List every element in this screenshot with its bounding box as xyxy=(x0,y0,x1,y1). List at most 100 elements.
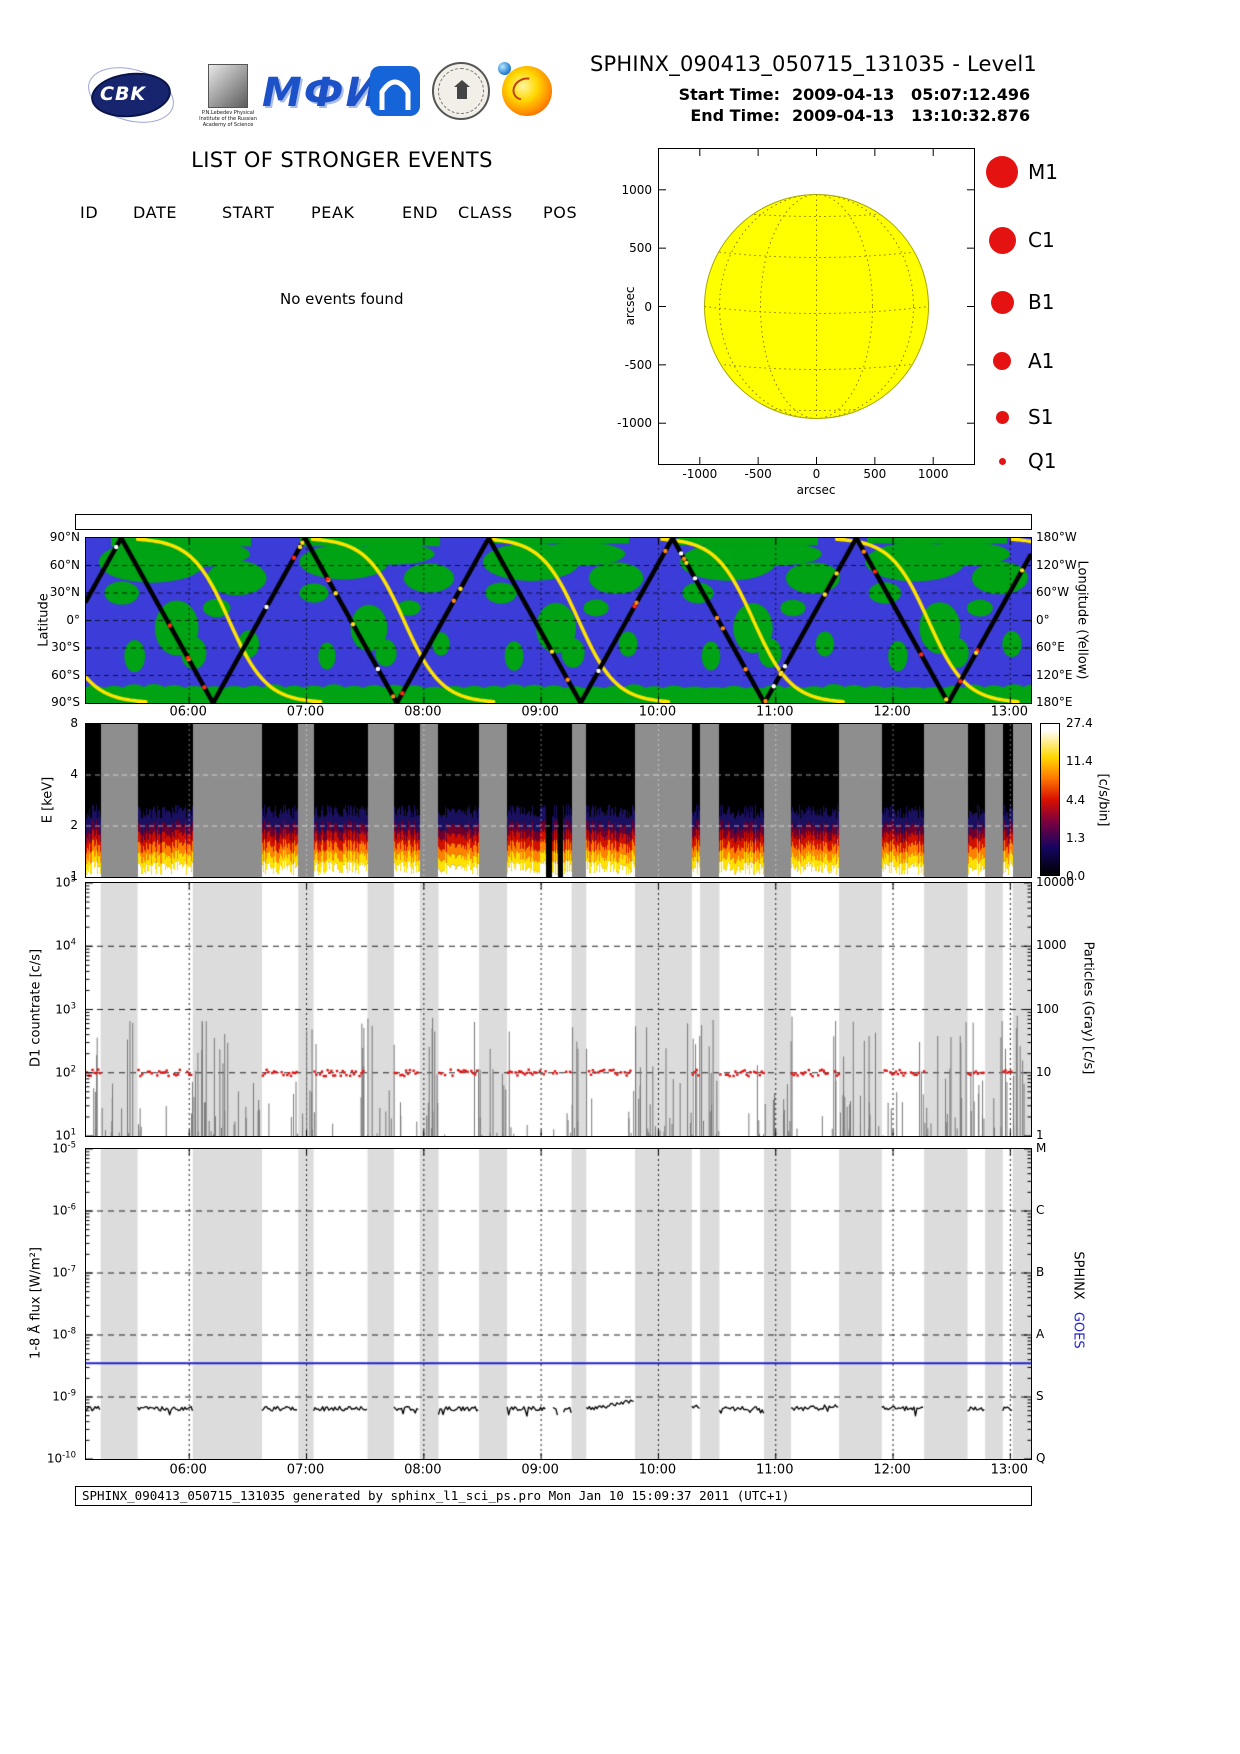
seal-roof xyxy=(454,80,470,87)
lebedev-institute-logo: P.N.Lebedev Physical Institute of the Ru… xyxy=(192,64,264,128)
d1-left-tick: 104 xyxy=(55,937,76,953)
events-col-peak: PEAK xyxy=(311,203,355,222)
sun-swirl-logo xyxy=(498,62,552,116)
legend-label-C1: C1 xyxy=(1028,228,1055,252)
flux-class-tick: C xyxy=(1036,1203,1045,1217)
map-right-axis-label: Longitude (Yellow) xyxy=(1074,560,1090,680)
flux-left-tick: 10-9 xyxy=(52,1388,76,1404)
earth-icon xyxy=(498,62,511,75)
map-lon-tick: 120°E xyxy=(1036,667,1073,682)
sun-x-axis-label: arcsec xyxy=(796,483,836,497)
time-tick-map: 09:00 xyxy=(521,704,559,720)
time-tick-map: 07:00 xyxy=(286,704,325,720)
legend-label-A1: A1 xyxy=(1028,349,1055,373)
sun-x-tick: -1000 xyxy=(682,467,718,481)
map-lat-tick: 30°N xyxy=(49,585,80,599)
events-empty-message: No events found xyxy=(280,290,404,308)
flux-y-axis-label: 1-8 Å flux [W/m²] xyxy=(28,1247,44,1359)
seal-building xyxy=(457,86,467,99)
d1-right-tick: 1000 xyxy=(1036,938,1067,953)
sun-x-tick: -500 xyxy=(744,467,772,481)
sun-y-axis-label: arcsec xyxy=(623,286,637,326)
generation-footer: SPHINX_090413_050715_131035 generated by… xyxy=(75,1486,1032,1506)
map-lat-tick: 60°N xyxy=(49,557,80,572)
map-lon-tick: 120°W xyxy=(1036,557,1077,572)
map-lon-tick: 60°E xyxy=(1036,640,1065,654)
gateway-logo xyxy=(370,66,420,116)
title-block: SPHINX_090413_050715_131035 - Level1 Sta… xyxy=(517,52,1037,126)
legend-label-S1: S1 xyxy=(1028,405,1054,429)
time-tick-flux: 10:00 xyxy=(638,1462,677,1478)
events-col-end: END xyxy=(402,203,439,222)
time-tick-map: 08:00 xyxy=(404,704,442,720)
legend-label-Q1: Q1 xyxy=(1028,449,1057,473)
start-time-value: 2009-04-13 05:07:12.496 xyxy=(792,85,1031,104)
seal-inner-ring xyxy=(438,68,484,114)
events-col-date: DATE xyxy=(133,203,178,222)
flux-left-tick: 10-8 xyxy=(52,1326,76,1342)
flux-class-tick: A xyxy=(1036,1327,1045,1341)
map-lat-tick: 90°N xyxy=(49,530,80,544)
time-tick-map: 10:00 xyxy=(638,704,677,720)
time-tick-flux: 08:00 xyxy=(404,1462,442,1478)
countrate-panel xyxy=(85,882,1032,1137)
spectrogram-colorbar xyxy=(1040,723,1060,876)
map-lon-tick: 180°E xyxy=(1036,695,1073,709)
sun-y-tick: 1000 xyxy=(621,182,652,197)
d1-left-tick: 101 xyxy=(55,1127,76,1143)
goes-series-label: GOES xyxy=(1070,1311,1086,1349)
sun-x-tick: 0 xyxy=(812,467,821,481)
time-tick-flux: 13:00 xyxy=(990,1462,1029,1478)
sun-x-tick: 500 xyxy=(863,467,887,481)
legend-marker-Q1 xyxy=(998,457,1006,465)
colorbar-tick: 0.0 xyxy=(1066,869,1086,883)
gateway-arch-icon xyxy=(379,79,411,110)
time-tick-flux: 11:00 xyxy=(756,1462,794,1478)
cbk-logo-text: CBK xyxy=(100,83,147,105)
mephi-logo: МФИ xyxy=(262,70,381,116)
d1-right-tick: 10000 xyxy=(1036,875,1075,889)
page-title: SPHINX_090413_050715_131035 - Level1 xyxy=(590,52,1037,76)
events-col-id: ID xyxy=(80,203,99,222)
d1-left-tick: 105 xyxy=(55,874,76,890)
sphinx-series-label: SPHINX xyxy=(1070,1251,1086,1300)
flux-class-tick: Q xyxy=(1036,1451,1046,1465)
flux-class-tick: B xyxy=(1036,1265,1045,1279)
sun-y-tick: -1000 xyxy=(617,416,652,431)
flux-left-tick: 10-5 xyxy=(52,1140,76,1156)
map-lon-tick: 0° xyxy=(1036,612,1050,627)
d1-y-axis-label: D1 countrate [c/s] xyxy=(28,948,44,1068)
start-time-row: Start Time: 2009-04-13 05:07:12.496 xyxy=(517,84,1037,105)
legend-marker-B1 xyxy=(990,290,1014,314)
flux-panel xyxy=(85,1148,1032,1460)
lebedev-portrait xyxy=(208,64,248,108)
colorbar-tick: 4.4 xyxy=(1066,792,1086,807)
start-time-label: Start Time: xyxy=(678,85,780,104)
spec-e-tick: 1 xyxy=(70,869,78,883)
university-seal-logo xyxy=(432,62,490,120)
sun-y-tick: 0 xyxy=(644,299,652,314)
time-tick-flux: 07:00 xyxy=(286,1462,325,1478)
map-lon-tick: 60°W xyxy=(1036,585,1070,599)
end-time-label: End Time: xyxy=(690,106,780,125)
flux-left-tick: 10-6 xyxy=(52,1202,76,1218)
end-time-value: 2009-04-13 13:10:32.876 xyxy=(792,106,1031,125)
flux-left-tick: 10-10 xyxy=(46,1450,76,1466)
flux-left-tick: 10-7 xyxy=(52,1264,76,1280)
colorbar-tick: 27.4 xyxy=(1066,716,1093,730)
flux-class-tick: M xyxy=(1036,1141,1047,1155)
events-col-start: START xyxy=(222,203,275,222)
spec-y-axis-label: E [keV] xyxy=(40,776,56,824)
end-time-row: End Time: 2009-04-13 13:10:32.876 xyxy=(517,105,1037,126)
solar-disk-plot xyxy=(658,148,975,465)
sun-y-tick: 500 xyxy=(629,241,652,256)
particles-axis-label: Particles (Gray) [c/s] xyxy=(1080,941,1096,1075)
map-lat-tick: 90°S xyxy=(51,695,80,709)
sun-y-tick: -500 xyxy=(624,357,652,372)
d1-right-tick: 100 xyxy=(1036,1001,1059,1016)
time-tick-map: 06:00 xyxy=(169,704,207,720)
sun-x-tick: 1000 xyxy=(917,467,949,481)
colorbar-tick: 11.4 xyxy=(1066,754,1093,769)
spectrogram-panel xyxy=(85,723,1032,878)
